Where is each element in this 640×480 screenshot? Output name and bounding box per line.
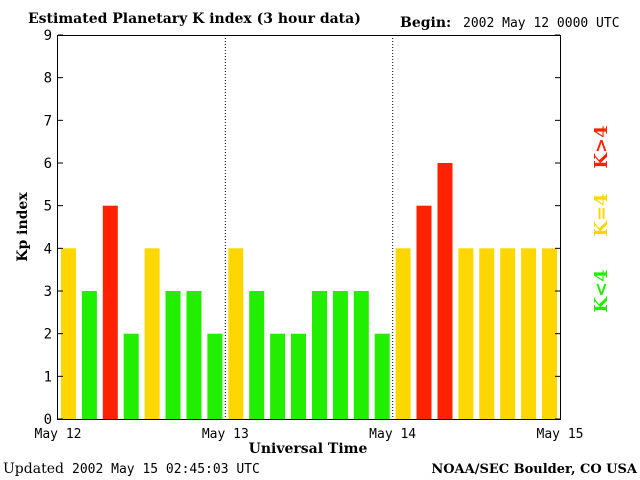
legend-entry: K=4 — [591, 193, 612, 236]
kp-bar — [353, 291, 369, 419]
kp-bar — [437, 163, 453, 419]
kp-bar — [61, 248, 76, 419]
kp-bar — [228, 248, 244, 419]
y-tick-label: 4 — [44, 241, 52, 257]
x-tick-label: May 13 — [202, 427, 249, 442]
y-tick-label: 1 — [44, 369, 52, 385]
kp-bar — [207, 333, 223, 419]
plot-frame — [57, 35, 561, 420]
y-tick-label: 3 — [44, 284, 52, 300]
legend-entry: K>4 — [591, 125, 612, 168]
kp-bar — [374, 333, 390, 419]
begin-value: 2002 May 12 0000 UTC — [463, 16, 620, 31]
kp-bar — [144, 248, 160, 419]
bars-group — [61, 163, 557, 419]
y-tick-label: 2 — [44, 327, 52, 343]
y-tick-label: 8 — [44, 71, 52, 87]
kp-bar — [123, 333, 139, 419]
kp-bar — [500, 248, 516, 419]
kp-bar — [249, 291, 265, 419]
x-axis-label: Universal Time — [249, 441, 368, 457]
kp-bar — [458, 248, 474, 419]
source-credit: NOAA/SEC Boulder, CO USA — [431, 462, 638, 477]
y-axis-label: Kp index — [15, 192, 31, 262]
x-tick-label: May 14 — [369, 427, 416, 442]
kp-bar — [81, 291, 97, 419]
kp-bar — [102, 205, 118, 419]
updated-label: Updated — [3, 461, 64, 477]
y-tick-label: 0 — [44, 412, 52, 428]
updated-value: 2002 May 15 02:45:03 UTC — [72, 462, 260, 477]
kp-bar — [521, 248, 537, 419]
kp-bar — [332, 291, 348, 419]
y-tick-label: 9 — [44, 28, 52, 44]
kp-bar — [291, 333, 306, 419]
y-axis-ticks: 0 1 2 3 4 5 6 7 8 9 — [44, 28, 560, 428]
kp-bar — [416, 205, 432, 419]
kp-bar — [312, 291, 327, 419]
k-legend: K<4 K=4 K>4 — [591, 125, 612, 312]
kp-bar — [479, 248, 495, 419]
y-tick-label: 7 — [44, 113, 52, 129]
kp-bar — [186, 291, 202, 419]
x-tick-label: May 12 — [35, 427, 82, 442]
x-axis-ticks: May 12 May 13 May 14 May 15 — [35, 427, 584, 442]
kp-bar — [542, 248, 557, 419]
legend-entry: K<4 — [591, 269, 612, 312]
begin-label: Begin: — [400, 15, 451, 31]
day-boundary-lines — [224, 35, 394, 419]
kp-bar — [270, 333, 286, 419]
chart-title: Estimated Planetary K index (3 hour data… — [28, 11, 361, 27]
kp-bar — [395, 248, 411, 419]
y-tick-label: 6 — [44, 156, 52, 172]
y-tick-label: 5 — [44, 199, 52, 215]
kp-bar — [165, 291, 181, 419]
x-tick-label: May 15 — [537, 427, 584, 442]
